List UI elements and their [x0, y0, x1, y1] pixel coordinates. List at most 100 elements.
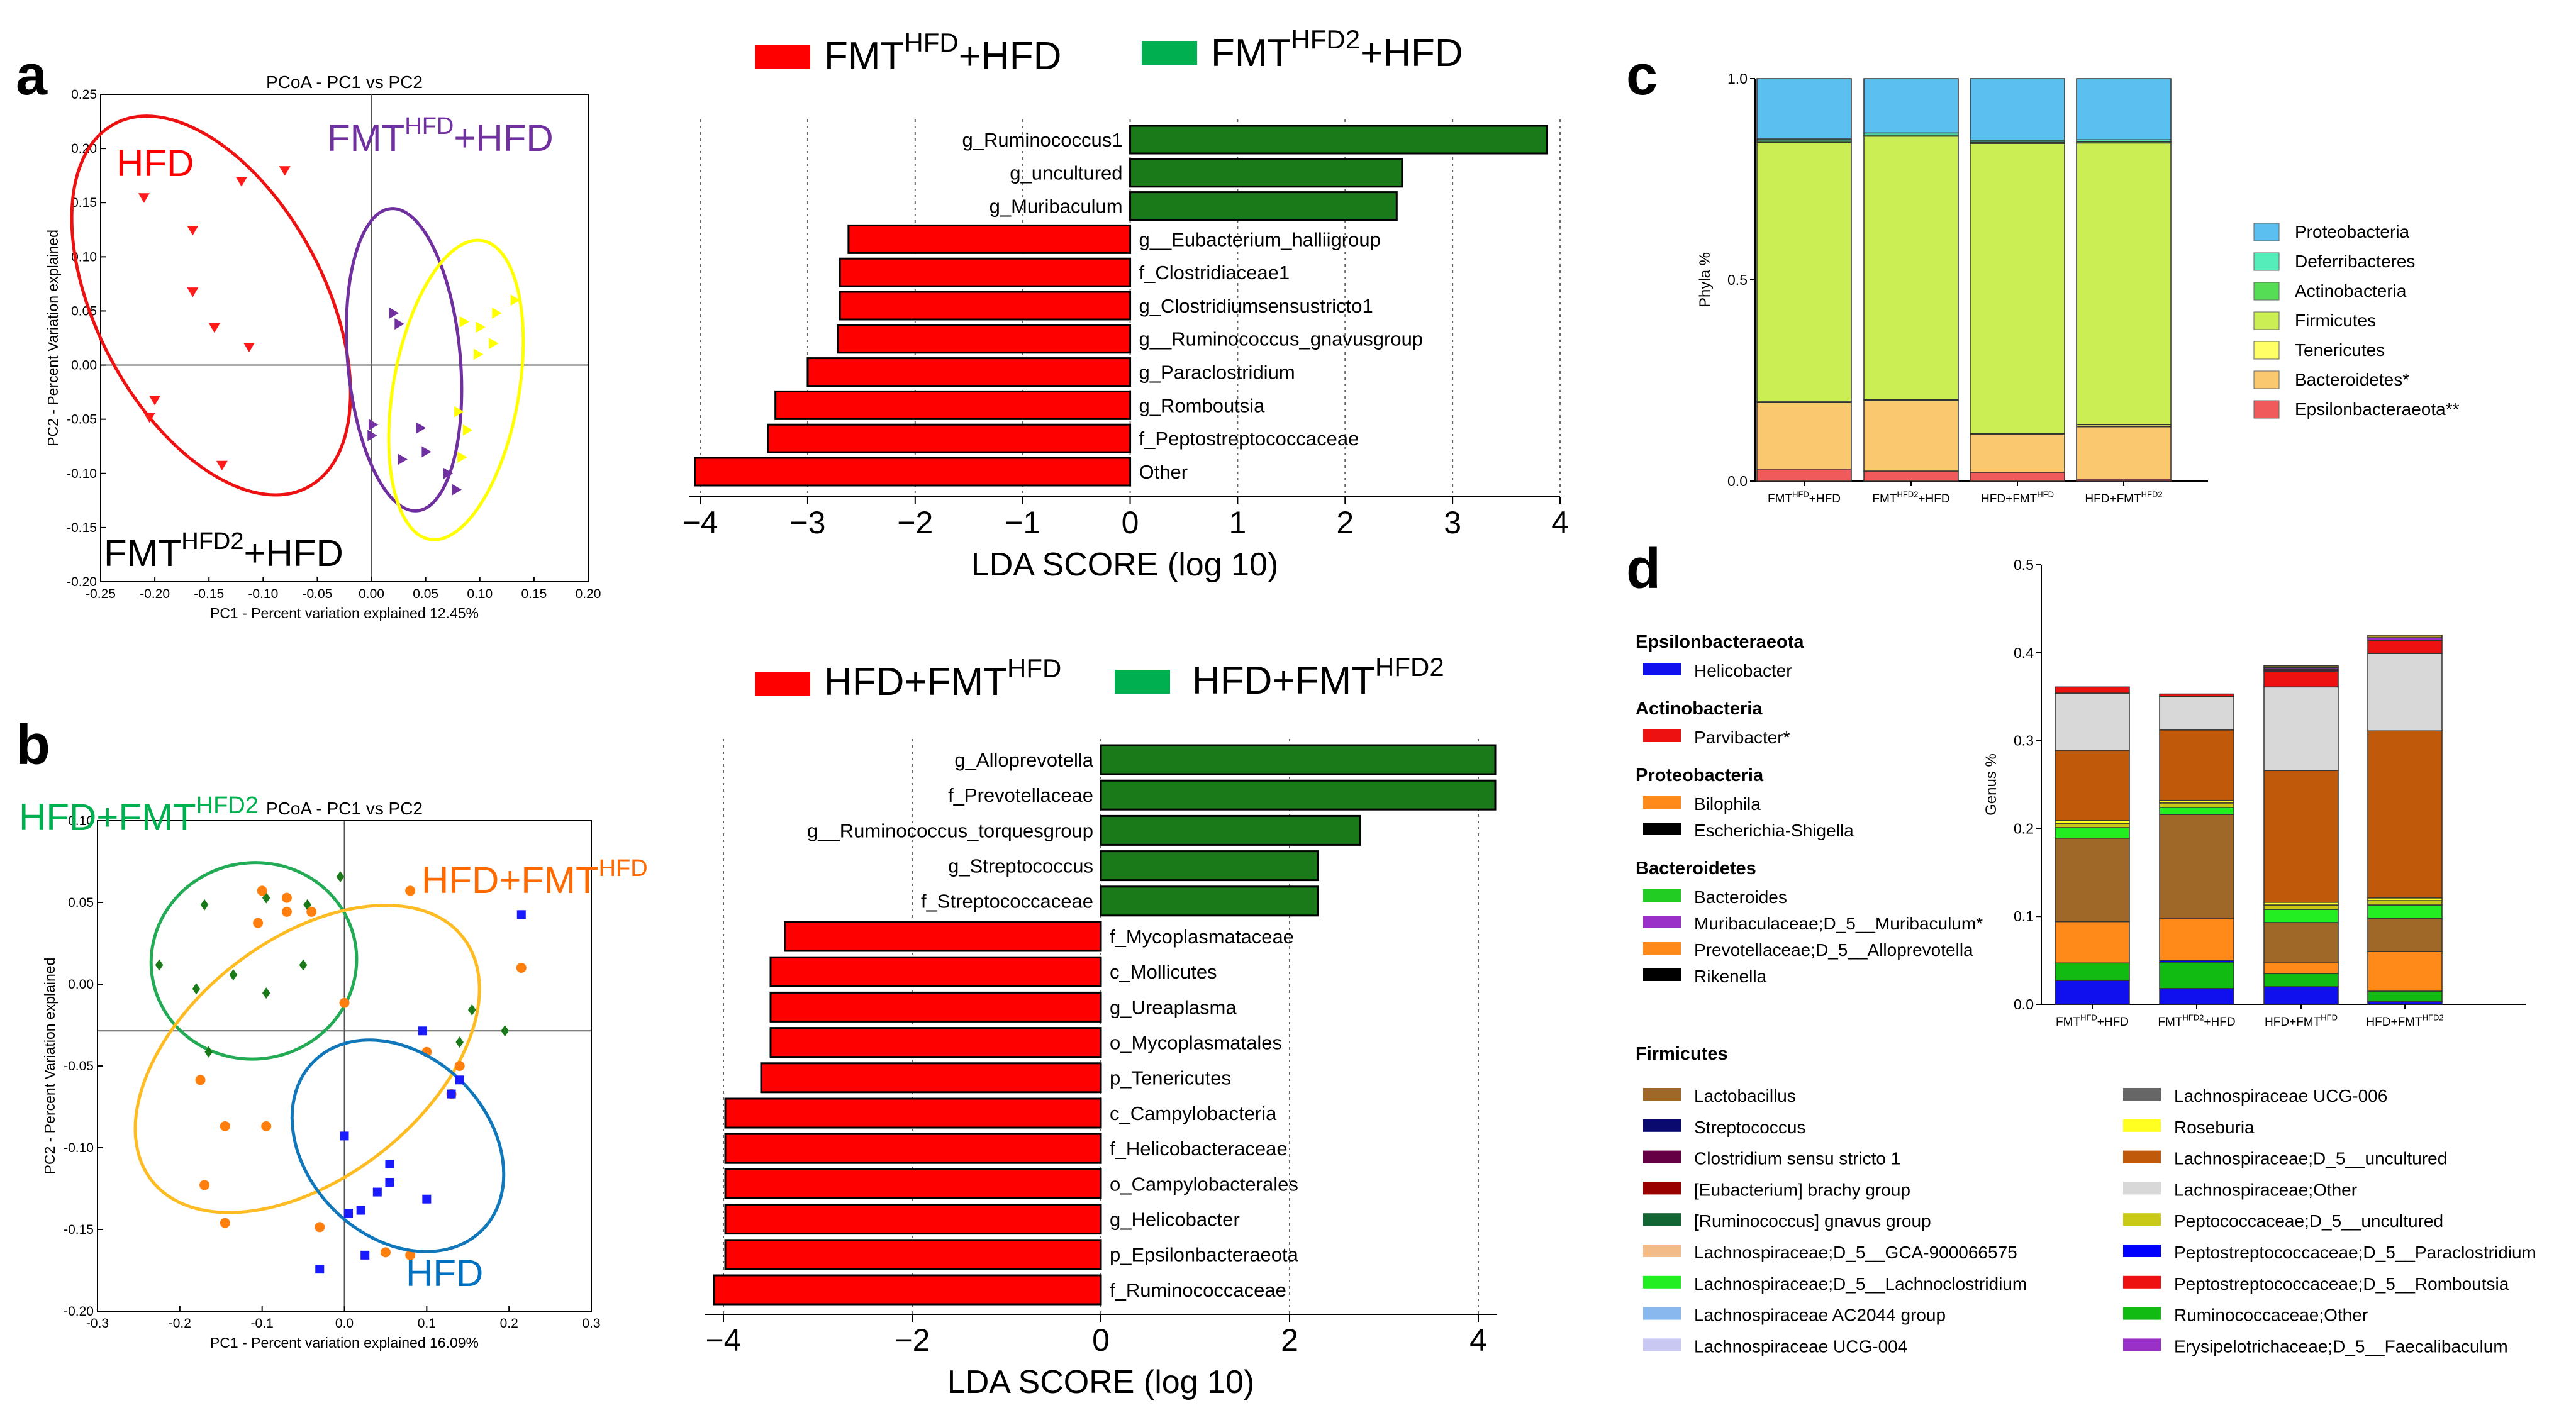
lda_a-xtick-label: −3 [789, 505, 825, 540]
phyla-c-plot-ylabel: Phyla % [1697, 252, 1714, 308]
lda-a-legend-swatch-1 [1142, 41, 1197, 65]
genus-d-plot-xtick-label-3-sup: HFD2 [2423, 1012, 2444, 1022]
legend-d-swatch [1643, 1338, 1681, 1351]
lda_b-bar-label: g_Alloprevotella [954, 749, 1093, 771]
panel-letter-c: c [1626, 44, 1658, 107]
legend-d-label: Roseburia [2174, 1118, 2255, 1137]
legend-c-label: Epsilonbacteraeota** [2295, 399, 2460, 419]
legend-d-label: Peptococcaceae;D_5__uncultured [2174, 1211, 2443, 1231]
legend-d-label: Parvibacter* [1694, 728, 1790, 747]
genus-d-plot-segment [2263, 665, 2339, 668]
lda_a-bar [767, 423, 1132, 453]
legend-c-label: Bacteroidetes* [2295, 370, 2409, 389]
genus-d-plot-segment [2263, 670, 2339, 688]
genus-d-plot-segment [2263, 922, 2339, 963]
legend-c-swatch [2253, 341, 2280, 360]
genus-d-plot-segment [2159, 918, 2234, 961]
pcoa_b-point [385, 1177, 394, 1187]
lda_a-bar-label: g_Muribaculum [990, 195, 1123, 217]
lda_a-xtick-label: −4 [683, 505, 718, 540]
pcoa_a-point [452, 484, 462, 496]
legend-c-label: Firmicutes [2295, 311, 2376, 330]
lda_a-xtick-label: −2 [897, 505, 933, 540]
lda_a-bar [1129, 158, 1403, 188]
lda_b-bar [724, 1168, 1102, 1199]
legend-d-swatch [1643, 1275, 1681, 1289]
pcoa_b-point [281, 892, 292, 903]
lda_a-bar-label: g_Romboutsia [1139, 394, 1266, 416]
lda_a-bar [774, 390, 1132, 420]
phyla-c-plot-segment [1756, 141, 1852, 402]
lda_b-bar [769, 956, 1102, 987]
pcoa_b-point [262, 987, 270, 999]
pcoa_b-ylabel: PC2 - Percent Variation explained [42, 958, 58, 1175]
pcoa_a-point [367, 430, 377, 441]
legend-d-swatch [2123, 1213, 2161, 1226]
lda-a-legend-label-0-sup: HFD [904, 28, 958, 57]
legend-d-swatch [2123, 1338, 2161, 1351]
lda_b-bar [724, 1239, 1102, 1270]
lda-a-legend-label-0: FMTHFD+HFD [824, 28, 1061, 78]
genus-d-plot-segment [2263, 986, 2339, 1005]
legend-d-swatch [1643, 1088, 1681, 1101]
lda_b-bar-label: f_Helicobacteraceae [1110, 1138, 1288, 1160]
lda-b-legend-label-1: HFD+FMTHFD2 [1192, 652, 1444, 702]
lda_b-bar-label: f_Ruminococcaceae [1110, 1279, 1286, 1301]
lda_b-bar-label: f_Streptococcaceae [921, 890, 1093, 912]
pcoa_b-point [340, 1131, 349, 1141]
pcoa_b-point [344, 1209, 354, 1218]
lda_b-bar-label: f_Mycoplasmataceae [1110, 926, 1294, 948]
genus-d-plot-segment [2263, 686, 2339, 771]
legend-d-header: Actinobacteria [1636, 699, 1763, 719]
genus-d-plot-xtick-label-0-main: FMT [2056, 1016, 2080, 1029]
lda-b-legend-label-1-sup: HFD2 [1375, 652, 1444, 682]
pcoa_a-xtick-label: 0.20 [576, 587, 601, 601]
pcoa_b-xtick-label: -0.1 [251, 1316, 274, 1331]
lda_b-bar-label: o_Mycoplasmatales [1110, 1031, 1282, 1053]
genus-d-plot-xtick-label-1-sup: HFD2 [2182, 1012, 2204, 1022]
genus-d-plot-segment [2367, 640, 2443, 654]
legend-d-swatch [2123, 1119, 2161, 1132]
pcoa_a-ytick-label: 0.00 [71, 358, 97, 373]
pcoa_a-xtick-label: 0.00 [359, 587, 384, 601]
lda_b-bar-label: g_Streptococcus [948, 855, 1093, 877]
phyla-c-plot-ytick-label: 0.0 [1727, 473, 1748, 489]
pcoa_b-point [455, 1036, 464, 1048]
pcoa_b-point [199, 1180, 210, 1190]
pcoa_b-ellipse-0 [149, 861, 359, 1061]
pcoa_a-group-label-1-main: FMT [327, 117, 404, 159]
legend-d-label: Escherichia-Shigella [1694, 821, 1854, 840]
lda_b-xtick-label: −2 [894, 1323, 930, 1358]
pcoa_b-group-label-0-main: HFD+FMT [19, 796, 196, 838]
pcoa_a-point [187, 287, 199, 297]
genus-d-plot-segment [2263, 962, 2339, 974]
genus-d-plot-xtick-label-3-main: HFD+FMT [2366, 1016, 2423, 1029]
pcoa_a-point [474, 348, 484, 360]
pcoa_b-point [467, 1004, 476, 1016]
pcoa_a-ellipse-1 [345, 207, 464, 513]
pcoa_a-xtick-label: -0.20 [140, 587, 170, 601]
pcoa_a-xtick-label: -0.05 [303, 587, 333, 601]
lda_a-bar-label: f_Peptostreptococcaceae [1139, 428, 1359, 450]
pcoa_a-point [368, 419, 379, 431]
genus-d-plot-segment [2159, 988, 2234, 1005]
lda-a-legend-label-1-post: +HFD [1360, 31, 1463, 75]
pcoa_a-point [459, 316, 469, 328]
genus-d-plot-segment [2159, 729, 2234, 801]
pcoa_a-point [462, 424, 473, 436]
lda_b-bar [1100, 850, 1319, 882]
pcoa_a-point [243, 342, 255, 353]
legend-d-header: Firmicutes [1636, 1044, 1728, 1064]
genus-d-plot-segment [2055, 827, 2130, 839]
legend-d-label: Lactobacillus [1694, 1086, 1796, 1106]
genus-d-plot-xtick-label-2-main: HFD+FMT [2265, 1016, 2321, 1029]
lda_a-bar-label: g_uncultured [1010, 162, 1122, 184]
genus-d-plot-xtick-label-2-sup: HFD [2321, 1012, 2338, 1022]
genus-d-plot-segment [2367, 951, 2443, 992]
legend-d-swatch [1643, 1307, 1681, 1320]
pcoa_b-ytick-label: 0.10 [68, 814, 94, 828]
lda-a-legend-swatch-0 [755, 45, 810, 69]
legend-c-label: Proteobacteria [2295, 222, 2410, 241]
lda_b-bar-label: p_Tenericutes [1110, 1067, 1231, 1089]
pcoa_a-xtick-label: 0.10 [467, 587, 493, 601]
